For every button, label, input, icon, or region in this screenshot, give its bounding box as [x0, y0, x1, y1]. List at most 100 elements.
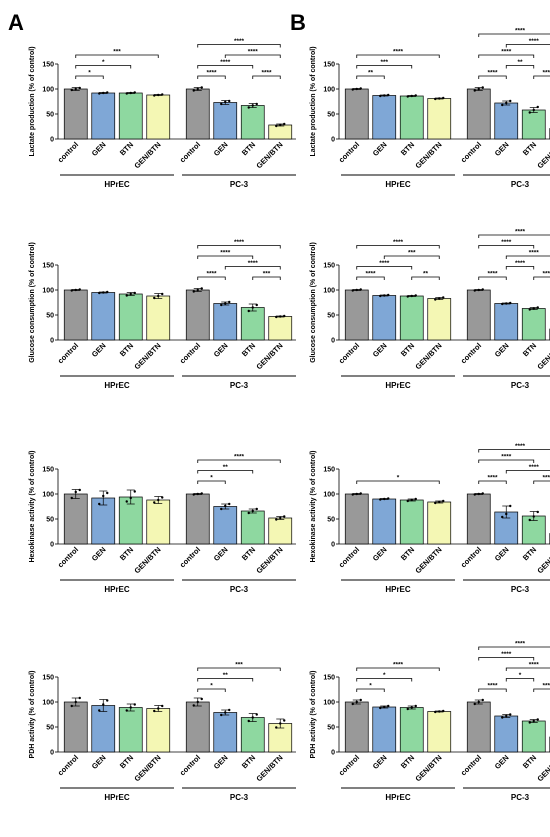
- data-point: [351, 493, 354, 496]
- data-point: [125, 709, 128, 712]
- significance-bracket: [533, 276, 550, 280]
- significance-bracket: [478, 234, 550, 238]
- bar: [268, 517, 293, 545]
- bar: [240, 510, 265, 545]
- significance-bracket: [478, 480, 507, 484]
- group-label: PC-3: [230, 793, 249, 802]
- data-point: [247, 511, 250, 515]
- data-point: [161, 292, 164, 296]
- significance-bracket: [252, 276, 281, 280]
- data-point: [70, 496, 73, 500]
- y-axis-label: Hexokinase activity (% of control): [29, 450, 36, 562]
- x-tick-label: BTN: [521, 341, 538, 358]
- significance-bracket: [478, 245, 535, 249]
- significance-label: ****: [515, 443, 526, 450]
- data-point: [251, 509, 254, 513]
- bar: [399, 499, 424, 545]
- significance-label: ****: [515, 229, 526, 236]
- data-point: [414, 497, 417, 501]
- x-tick-label: BTN: [240, 140, 257, 157]
- significance-bracket: [383, 255, 440, 259]
- y-tick-label: 100: [323, 492, 335, 499]
- significance-label: ****: [529, 662, 540, 669]
- x-tick-label: control: [178, 753, 202, 777]
- x-tick-label: GEN/BTN: [535, 140, 550, 170]
- significance-label: ****: [542, 271, 550, 278]
- significance-bracket: [197, 65, 254, 69]
- significance-label: ****: [487, 683, 498, 690]
- data-point: [477, 700, 480, 704]
- data-point: [255, 507, 258, 511]
- data-point: [434, 97, 437, 101]
- significance-bracket: [356, 678, 413, 682]
- bar: [146, 94, 171, 140]
- data-point: [224, 302, 227, 305]
- significance-label: ****: [529, 464, 540, 471]
- data-point: [509, 504, 512, 508]
- x-tick-label: GEN: [493, 753, 511, 771]
- bar: [213, 102, 238, 140]
- significance-label: ****: [365, 271, 376, 278]
- significance-bracket: [356, 75, 385, 79]
- panel-letter-a: A: [8, 10, 24, 35]
- group-label: HPrEC: [104, 793, 130, 802]
- y-tick-label: 0: [50, 338, 54, 345]
- data-point: [196, 492, 199, 496]
- data-point: [192, 89, 195, 92]
- data-point: [106, 290, 109, 294]
- data-point: [434, 298, 437, 301]
- y-tick-label: 100: [42, 288, 54, 295]
- data-point: [477, 87, 480, 91]
- data-point: [473, 89, 476, 92]
- data-point: [477, 288, 480, 292]
- x-tick-label: GEN/BTN: [413, 545, 443, 575]
- data-point: [477, 492, 480, 496]
- data-point: [224, 504, 227, 508]
- bar: [146, 295, 171, 341]
- data-point: [133, 490, 136, 493]
- bar: [399, 295, 424, 341]
- data-point: [157, 707, 160, 710]
- data-point: [528, 308, 531, 311]
- data-point: [509, 99, 512, 103]
- data-point: [251, 306, 254, 309]
- data-point: [157, 294, 160, 298]
- group-label: HPrEC: [104, 585, 130, 594]
- data-point: [501, 716, 504, 719]
- data-point: [283, 314, 286, 318]
- data-point: [279, 315, 282, 318]
- bar: [372, 706, 397, 753]
- data-point: [70, 289, 73, 292]
- x-tick-label: GEN/BTN: [413, 753, 443, 783]
- y-axis-label: PDH activity (% of control): [310, 671, 317, 759]
- significance-label: ****: [393, 662, 404, 669]
- data-point: [102, 703, 105, 706]
- significance-bracket: [478, 276, 507, 280]
- data-point: [106, 699, 109, 702]
- data-point: [528, 518, 531, 522]
- significance-bracket: [197, 276, 226, 280]
- significance-label: **: [223, 672, 229, 679]
- data-point: [279, 123, 282, 127]
- x-tick-label: control: [337, 545, 361, 569]
- data-point: [481, 698, 484, 702]
- data-point: [192, 704, 195, 707]
- y-tick-label: 100: [323, 700, 335, 707]
- data-point: [442, 296, 445, 299]
- data-point: [247, 106, 250, 109]
- chart-a-4: 0 50 100 150 Hexokinase activity (% of contr…: [29, 450, 296, 594]
- significance-bracket: [197, 480, 226, 484]
- data-point: [279, 516, 282, 520]
- significance-label: *: [88, 70, 91, 77]
- data-point: [161, 93, 164, 96]
- y-tick-label: 0: [50, 542, 54, 549]
- significance-label: ****: [515, 260, 526, 267]
- data-point: [275, 518, 278, 521]
- data-point: [387, 293, 390, 297]
- significance-bracket: [197, 470, 254, 474]
- significance-label: ****: [542, 70, 550, 77]
- significance-bracket: [505, 65, 535, 69]
- significance-bracket: [478, 646, 550, 650]
- chart-a-2: 0 50 100 150 Glucose consumption (% of contr…: [29, 239, 296, 390]
- data-point: [192, 290, 195, 293]
